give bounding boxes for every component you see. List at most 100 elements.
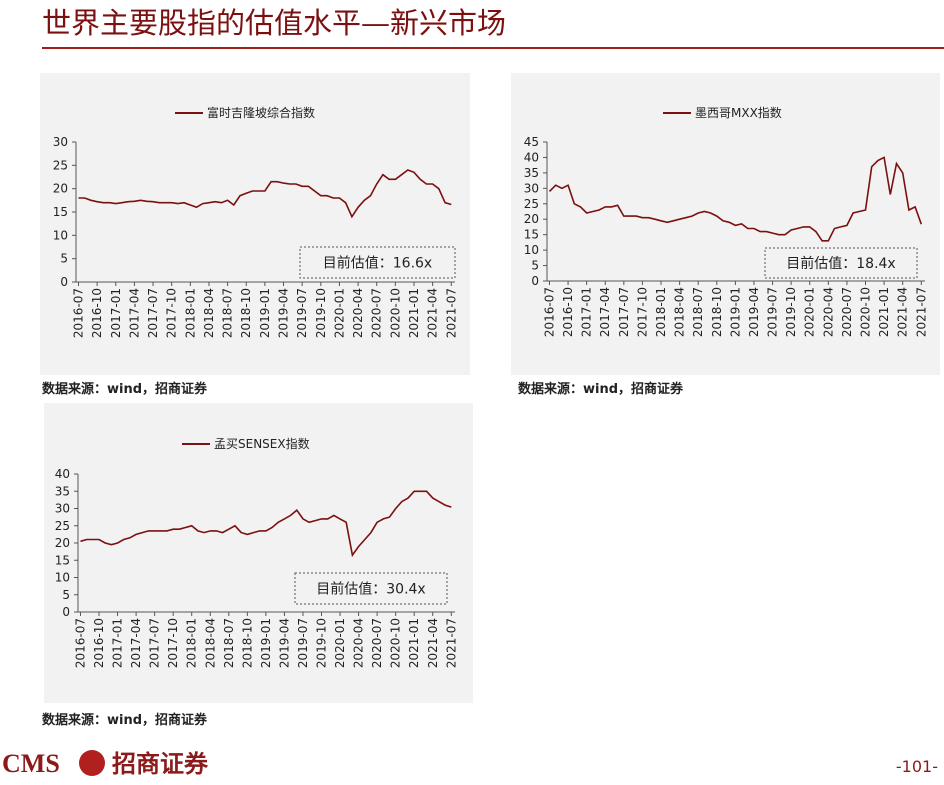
x-tick-label: 2017-01 bbox=[109, 288, 123, 338]
y-tick-label: 20 bbox=[524, 212, 539, 226]
chart-panel bbox=[511, 73, 940, 375]
source-note: 数据来源：wind，招商证券 bbox=[518, 381, 684, 397]
annotation: 目前估值：16.6x bbox=[323, 255, 432, 272]
x-tick-label: 2018-10 bbox=[239, 288, 253, 338]
source-note: 数据来源：wind，招商证券 bbox=[42, 381, 208, 397]
y-tick-label: 20 bbox=[55, 536, 70, 550]
x-tick-label: 2020-07 bbox=[370, 288, 384, 338]
y-tick-label: 40 bbox=[55, 467, 70, 481]
x-tick-label: 2018-04 bbox=[203, 618, 217, 668]
x-tick-label: 2019-04 bbox=[747, 287, 761, 337]
x-tick-label: 2018-04 bbox=[202, 288, 216, 338]
y-tick-label: 15 bbox=[524, 228, 539, 242]
x-tick-label: 2017-04 bbox=[127, 288, 141, 338]
y-tick-label: 10 bbox=[55, 571, 70, 585]
series-line bbox=[548, 156, 923, 242]
y-tick-label: 0 bbox=[62, 605, 70, 619]
y-tick-label: 15 bbox=[53, 205, 68, 219]
y-tick-label: 25 bbox=[55, 519, 70, 533]
y-tick-label: 0 bbox=[60, 275, 68, 289]
x-tick-label: 2019-04 bbox=[277, 288, 291, 338]
x-tick-label: 2018-04 bbox=[673, 287, 687, 337]
source-note: 数据来源：wind，招商证券 bbox=[42, 712, 208, 728]
x-tick-label: 2019-04 bbox=[277, 618, 291, 668]
y-tick-label: 30 bbox=[524, 181, 539, 195]
x-tick-label: 2020-01 bbox=[333, 618, 347, 668]
x-tick-label: 2019-01 bbox=[258, 288, 272, 338]
y-tick-label: 30 bbox=[55, 502, 70, 516]
logo-icon bbox=[79, 750, 105, 776]
annotation: 目前估值：30.4x bbox=[316, 581, 425, 598]
y-tick-label: 25 bbox=[53, 158, 68, 172]
x-tick-label: 2020-10 bbox=[859, 287, 873, 337]
legend-label: 富时吉隆坡综合指数 bbox=[207, 105, 315, 120]
x-tick-label: 2020-10 bbox=[388, 288, 402, 338]
x-tick-label: 2021-07 bbox=[444, 288, 458, 338]
x-tick-label: 2019-10 bbox=[314, 288, 328, 338]
series-line bbox=[78, 169, 452, 219]
x-tick-label: 2017-10 bbox=[166, 618, 180, 668]
y-tick-label: 5 bbox=[531, 259, 539, 273]
x-tick-label: 2019-01 bbox=[728, 287, 742, 337]
x-tick-label: 2018-07 bbox=[221, 288, 235, 338]
x-tick-label: 2021-04 bbox=[426, 618, 440, 668]
x-tick-label: 2019-07 bbox=[296, 618, 310, 668]
x-tick-label: 2016-10 bbox=[92, 618, 106, 668]
x-tick-label: 2019-07 bbox=[766, 287, 780, 337]
legend-label: 墨西哥MXX指数 bbox=[695, 105, 782, 120]
x-tick-label: 2020-01 bbox=[332, 288, 346, 338]
annotation-box bbox=[294, 572, 448, 605]
annotation-box bbox=[299, 246, 456, 279]
x-tick-label: 2016-10 bbox=[90, 288, 104, 338]
x-tick-label: 2019-10 bbox=[784, 287, 798, 337]
x-tick-label: 2020-01 bbox=[803, 287, 817, 337]
y-tick-label: 25 bbox=[524, 197, 539, 211]
x-tick-label: 2020-10 bbox=[389, 618, 403, 668]
x-tick-label: 2019-01 bbox=[259, 618, 273, 668]
x-tick-label: 2018-07 bbox=[691, 287, 705, 337]
x-tick-label: 2017-07 bbox=[617, 287, 631, 337]
x-tick-label: 2020-04 bbox=[821, 287, 835, 337]
x-tick-label: 2021-01 bbox=[407, 618, 421, 668]
x-tick-label: 2021-04 bbox=[426, 288, 440, 338]
x-tick-label: 2017-01 bbox=[580, 287, 594, 337]
y-tick-label: 15 bbox=[55, 553, 70, 567]
y-tick-label: 35 bbox=[55, 484, 70, 498]
x-tick-label: 2021-01 bbox=[877, 287, 891, 337]
x-tick-label: 2017-10 bbox=[635, 287, 649, 337]
x-tick-label: 2021-07 bbox=[444, 618, 458, 668]
x-tick-label: 2018-10 bbox=[240, 618, 254, 668]
x-tick-label: 2017-04 bbox=[598, 287, 612, 337]
chart-panel bbox=[40, 73, 470, 375]
y-tick-label: 5 bbox=[62, 588, 70, 602]
x-tick-label: 2017-07 bbox=[148, 618, 162, 668]
y-tick-label: 10 bbox=[524, 243, 539, 257]
x-tick-label: 2019-07 bbox=[295, 288, 309, 338]
page-title: 世界主要股指的估值水平—新兴市场 bbox=[42, 6, 506, 40]
x-tick-label: 2020-07 bbox=[370, 618, 384, 668]
y-tick-label: 35 bbox=[524, 166, 539, 180]
y-tick-label: 5 bbox=[60, 252, 68, 266]
annotation: 目前估值：18.4x bbox=[786, 255, 895, 272]
x-tick-label: 2020-07 bbox=[840, 287, 854, 337]
x-tick-label: 2016-07 bbox=[542, 287, 556, 337]
x-tick-label: 2020-04 bbox=[351, 288, 365, 338]
x-tick-label: 2021-04 bbox=[896, 287, 910, 337]
x-tick-label: 2020-04 bbox=[352, 618, 366, 668]
y-tick-label: 20 bbox=[53, 182, 68, 196]
y-tick-label: 40 bbox=[524, 150, 539, 164]
logo-text: CMS bbox=[2, 749, 60, 778]
annotation-box bbox=[764, 247, 918, 279]
x-tick-label: 2021-01 bbox=[407, 288, 421, 338]
x-tick-label: 2018-01 bbox=[183, 288, 197, 338]
x-tick-label: 2016-07 bbox=[73, 618, 87, 668]
x-tick-label: 2018-01 bbox=[185, 618, 199, 668]
x-tick-label: 2017-07 bbox=[146, 288, 160, 338]
x-tick-label: 2017-01 bbox=[111, 618, 125, 668]
x-tick-label: 2016-10 bbox=[561, 287, 575, 337]
series-line bbox=[80, 490, 452, 558]
x-tick-label: 2016-07 bbox=[71, 288, 85, 338]
y-tick-label: 30 bbox=[53, 135, 68, 149]
x-tick-label: 2018-10 bbox=[710, 287, 724, 337]
